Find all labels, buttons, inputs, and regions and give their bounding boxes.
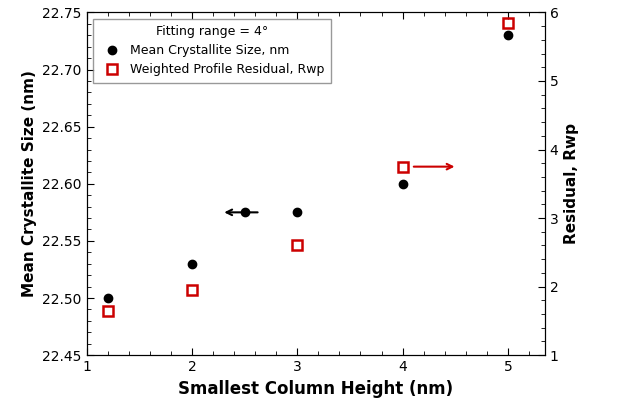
Legend: Mean Crystallite Size, nm, Weighted Profile Residual, Rwp: Mean Crystallite Size, nm, Weighted Prof… <box>93 19 331 83</box>
Y-axis label: Mean Crystallite Size (nm): Mean Crystallite Size (nm) <box>22 70 37 297</box>
Y-axis label: Residual, Rwp: Residual, Rwp <box>564 123 579 244</box>
X-axis label: Smallest Column Height (nm): Smallest Column Height (nm) <box>178 380 453 398</box>
